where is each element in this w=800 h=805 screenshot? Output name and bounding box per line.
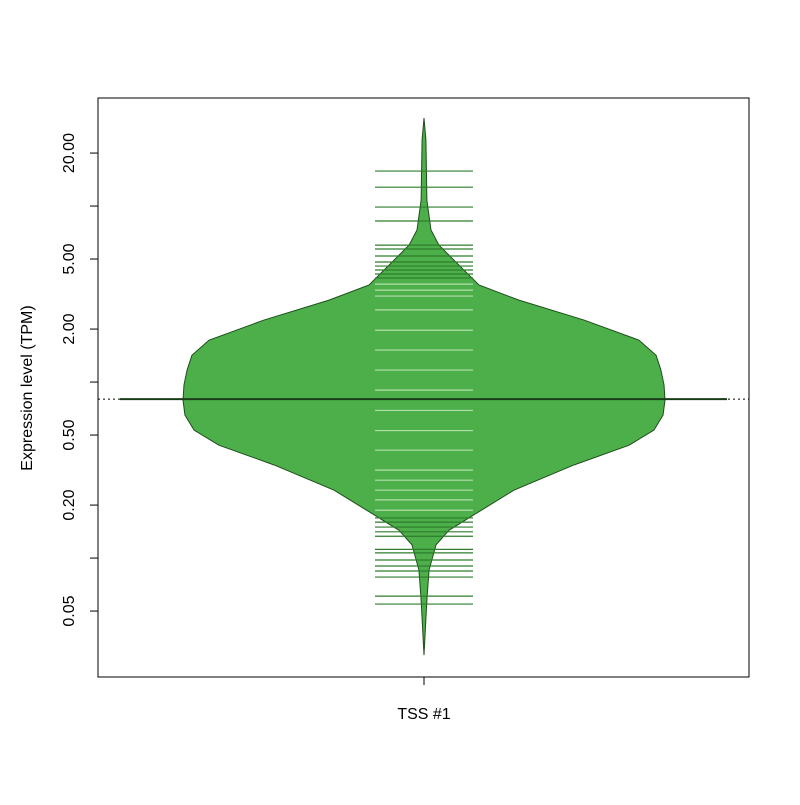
y-tick-label: 0.20 (61, 489, 78, 520)
y-tick-label: 5.00 (61, 243, 78, 274)
y-tick-label: 2.00 (61, 313, 78, 344)
y-tick-label: 20.00 (61, 133, 78, 173)
y-tick-label: 0.05 (61, 595, 78, 626)
y-axis-label: Expression level (TPM) (19, 305, 36, 470)
x-tick-label: TSS #1 (397, 706, 450, 723)
bean (182, 118, 666, 656)
y-tick-label: 0.50 (61, 419, 78, 450)
